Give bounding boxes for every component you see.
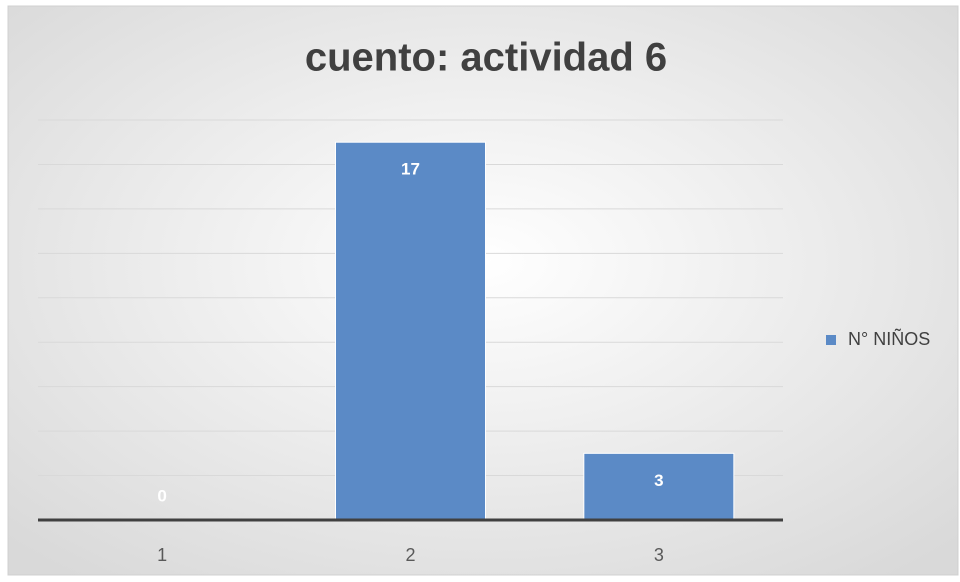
x-tick-label: 2 — [405, 545, 415, 565]
data-label: 3 — [654, 471, 663, 490]
chart-title: cuento: actividad 6 — [305, 36, 667, 80]
x-tick-label: 1 — [157, 545, 167, 565]
data-label: 0 — [157, 486, 166, 505]
bar — [335, 141, 486, 521]
x-tick-label: 3 — [654, 545, 664, 565]
legend-label: N° NIÑOS — [848, 328, 930, 349]
bar — [583, 452, 735, 521]
data-label: 17 — [401, 160, 420, 179]
legend-swatch — [826, 335, 836, 345]
